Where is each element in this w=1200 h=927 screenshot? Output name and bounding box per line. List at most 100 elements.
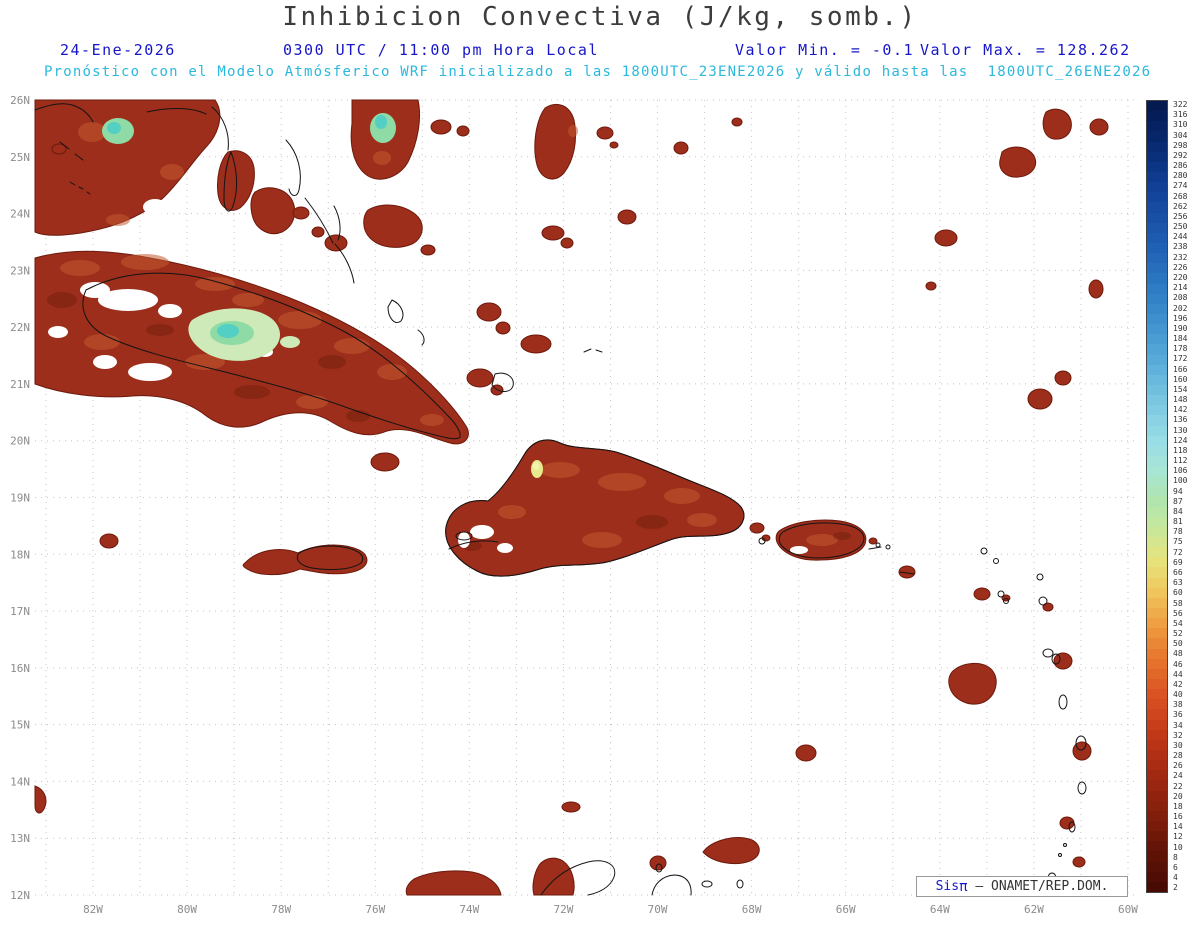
colorbar-value: 75: [1173, 537, 1183, 547]
lon-label: 74W: [459, 903, 479, 916]
page-title: Inhibicion Convectiva (J/kg, somb.): [282, 2, 918, 32]
colorbar-value: 262: [1173, 201, 1188, 211]
colorbar-value: 148: [1173, 395, 1188, 405]
colorbar-cell: [1147, 293, 1167, 304]
colorbar-cell: [1147, 101, 1167, 112]
colorbar-cell: [1147, 111, 1167, 122]
lon-label: 62W: [1024, 903, 1044, 916]
colorbar-value: 87: [1173, 496, 1183, 506]
colorbar-value: 250: [1173, 222, 1188, 232]
colorbar-value: 232: [1173, 252, 1188, 262]
colorbar-value: 34: [1173, 720, 1183, 730]
value-max-label: Valor Max. = 128.262: [920, 41, 1131, 59]
colorbar-cell: [1147, 303, 1167, 314]
colorbar-cell: [1147, 273, 1167, 284]
colorbar-value: 50: [1173, 639, 1183, 649]
colorbar-value: 32: [1173, 730, 1183, 740]
colorbar-cell: [1147, 354, 1167, 365]
lat-label: 14N: [10, 775, 30, 788]
lon-label: 68W: [742, 903, 762, 916]
colorbar-value: 60: [1173, 588, 1183, 598]
colorbar-value: 44: [1173, 669, 1183, 679]
colorbar-value: 66: [1173, 567, 1183, 577]
model-subtitle: Pronóstico con el Modelo Atmósferico WRF…: [44, 64, 1152, 80]
colorbar-value: 316: [1173, 110, 1188, 120]
colorbar-value: 12: [1173, 832, 1183, 842]
lat-label: 25N: [10, 151, 30, 164]
colorbar-cell: [1147, 577, 1167, 588]
colorbar-value: 118: [1173, 445, 1188, 455]
colorbar-value: 106: [1173, 466, 1188, 476]
lat-label: 18N: [10, 548, 30, 561]
colorbar-cell: [1147, 405, 1167, 416]
colorbar-value: 184: [1173, 334, 1188, 344]
colorbar-value: 78: [1173, 527, 1183, 537]
colorbar-cell: [1147, 182, 1167, 193]
lon-label: 66W: [836, 903, 856, 916]
cin-high-value-patches: [102, 113, 543, 478]
lat-label: 16N: [10, 662, 30, 675]
colorbar-cell: [1147, 648, 1167, 659]
colorbar-value: 48: [1173, 649, 1183, 659]
lon-label: 78W: [271, 903, 291, 916]
colorbar-cell: [1147, 131, 1167, 142]
colorbar-value: 6: [1173, 862, 1178, 872]
lat-label: 17N: [10, 605, 30, 618]
colorbar-cell: [1147, 689, 1167, 700]
colorbar-cell: [1147, 760, 1167, 771]
colorbar-value: 130: [1173, 425, 1188, 435]
colorbar-value: 14: [1173, 822, 1183, 832]
colorbar-cell: [1147, 496, 1167, 507]
colorbar-cell: [1147, 141, 1167, 152]
colorbar-value: 136: [1173, 415, 1188, 425]
forecast-date: 24-Ene-2026: [60, 41, 176, 59]
colorbar-cell: [1147, 618, 1167, 629]
colorbar-cell: [1147, 770, 1167, 781]
colorbar-value: 56: [1173, 608, 1183, 618]
colorbar-value: 72: [1173, 547, 1183, 557]
colorbar-value: 100: [1173, 476, 1188, 486]
forecast-time: 0300 UTC / 11:00 pm Hora Local: [283, 41, 599, 59]
colorbar-value: 4: [1173, 873, 1178, 883]
colorbar-cell: [1147, 202, 1167, 213]
lon-label: 76W: [365, 903, 385, 916]
lat-label: 22N: [10, 321, 30, 334]
lon-label: 82W: [83, 903, 103, 916]
colorbar-cell: [1147, 790, 1167, 801]
colorbar-cell: [1147, 557, 1167, 568]
colorbar-cell: [1147, 739, 1167, 750]
lon-label: 64W: [930, 903, 950, 916]
attribution-box: Sis π – ONAMET/REP.DOM.: [916, 876, 1128, 897]
colorbar-value: 214: [1173, 283, 1188, 293]
colorbar-value: 28: [1173, 751, 1183, 761]
colorbar-cell: [1147, 881, 1167, 892]
colorbar-cell: [1147, 466, 1167, 477]
colorbar-cell: [1147, 729, 1167, 740]
colorbar-cell: [1147, 253, 1167, 264]
colorbar-cell: [1147, 232, 1167, 243]
colorbar-value: 256: [1173, 211, 1188, 221]
colorbar-value: 280: [1173, 171, 1188, 181]
colorbar-value: 16: [1173, 812, 1183, 822]
colorbar-cell: [1147, 192, 1167, 203]
colorbar-cell: [1147, 161, 1167, 172]
colorbar-value: 112: [1173, 456, 1188, 466]
colorbar-cell: [1147, 709, 1167, 720]
colorbar-value: 292: [1173, 150, 1188, 160]
colorbar-value: 142: [1173, 405, 1188, 415]
colorbar-cell: [1147, 587, 1167, 598]
colorbar-value: 322: [1173, 100, 1188, 110]
colorbar-value: 190: [1173, 323, 1188, 333]
colorbar-cell: [1147, 476, 1167, 487]
colorbar-value: 81: [1173, 517, 1183, 527]
colorbar-cell: [1147, 121, 1167, 132]
colorbar-cell: [1147, 800, 1167, 811]
lon-label: 70W: [648, 903, 668, 916]
colorbar-value: 8: [1173, 852, 1178, 862]
colorbar-cell: [1147, 283, 1167, 294]
colorbar-value: 274: [1173, 181, 1188, 191]
colorbar-value: 26: [1173, 761, 1183, 771]
lat-label: 13N: [10, 832, 30, 845]
colorbar-cell: [1147, 364, 1167, 375]
colorbar-value: 238: [1173, 242, 1188, 252]
